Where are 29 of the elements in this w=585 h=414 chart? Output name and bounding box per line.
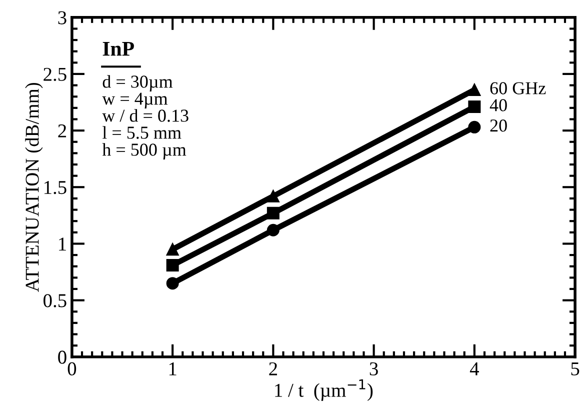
y-tick-label: 2 bbox=[58, 124, 66, 138]
point bbox=[166, 277, 179, 290]
y-axis-title: ATTENUATION (dB/mm) bbox=[25, 82, 43, 292]
x-tick-label: 5 bbox=[571, 362, 580, 376]
point bbox=[266, 190, 280, 202]
annotation: d = 30µm w = 4µm w / d = 0.13 l = 5.5 mm h = 500 µm bbox=[102, 75, 188, 160]
x-tick-label: 2 bbox=[269, 362, 277, 376]
y-tick-label: 0.5 bbox=[44, 294, 66, 308]
x-tick-label: 4 bbox=[470, 362, 479, 376]
point bbox=[468, 100, 481, 114]
y-tick-label: 0 bbox=[58, 350, 66, 364]
point bbox=[266, 224, 280, 236]
series-label: 40 bbox=[490, 99, 507, 112]
x-tick-label: 1 bbox=[169, 362, 176, 376]
annotation: InP bbox=[102, 42, 134, 56]
y-tick-label: 1 bbox=[59, 238, 66, 250]
series-label: 20 bbox=[490, 119, 507, 132]
x-tick-label: 3 bbox=[370, 362, 378, 376]
y-tick-label: 3 bbox=[58, 11, 66, 24]
point bbox=[166, 243, 179, 256]
point bbox=[468, 84, 481, 96]
point bbox=[468, 120, 481, 134]
x-axis-title: 1 / t (µm$^{−1}$) bbox=[275, 379, 373, 401]
point bbox=[166, 258, 179, 272]
y-tick-label: 1.5 bbox=[44, 181, 66, 194]
legend-label: 60 GHz bbox=[490, 82, 546, 94]
point bbox=[266, 206, 280, 220]
x-tick-label: 0 bbox=[68, 362, 76, 376]
y-tick-label: 2.5 bbox=[44, 68, 66, 81]
